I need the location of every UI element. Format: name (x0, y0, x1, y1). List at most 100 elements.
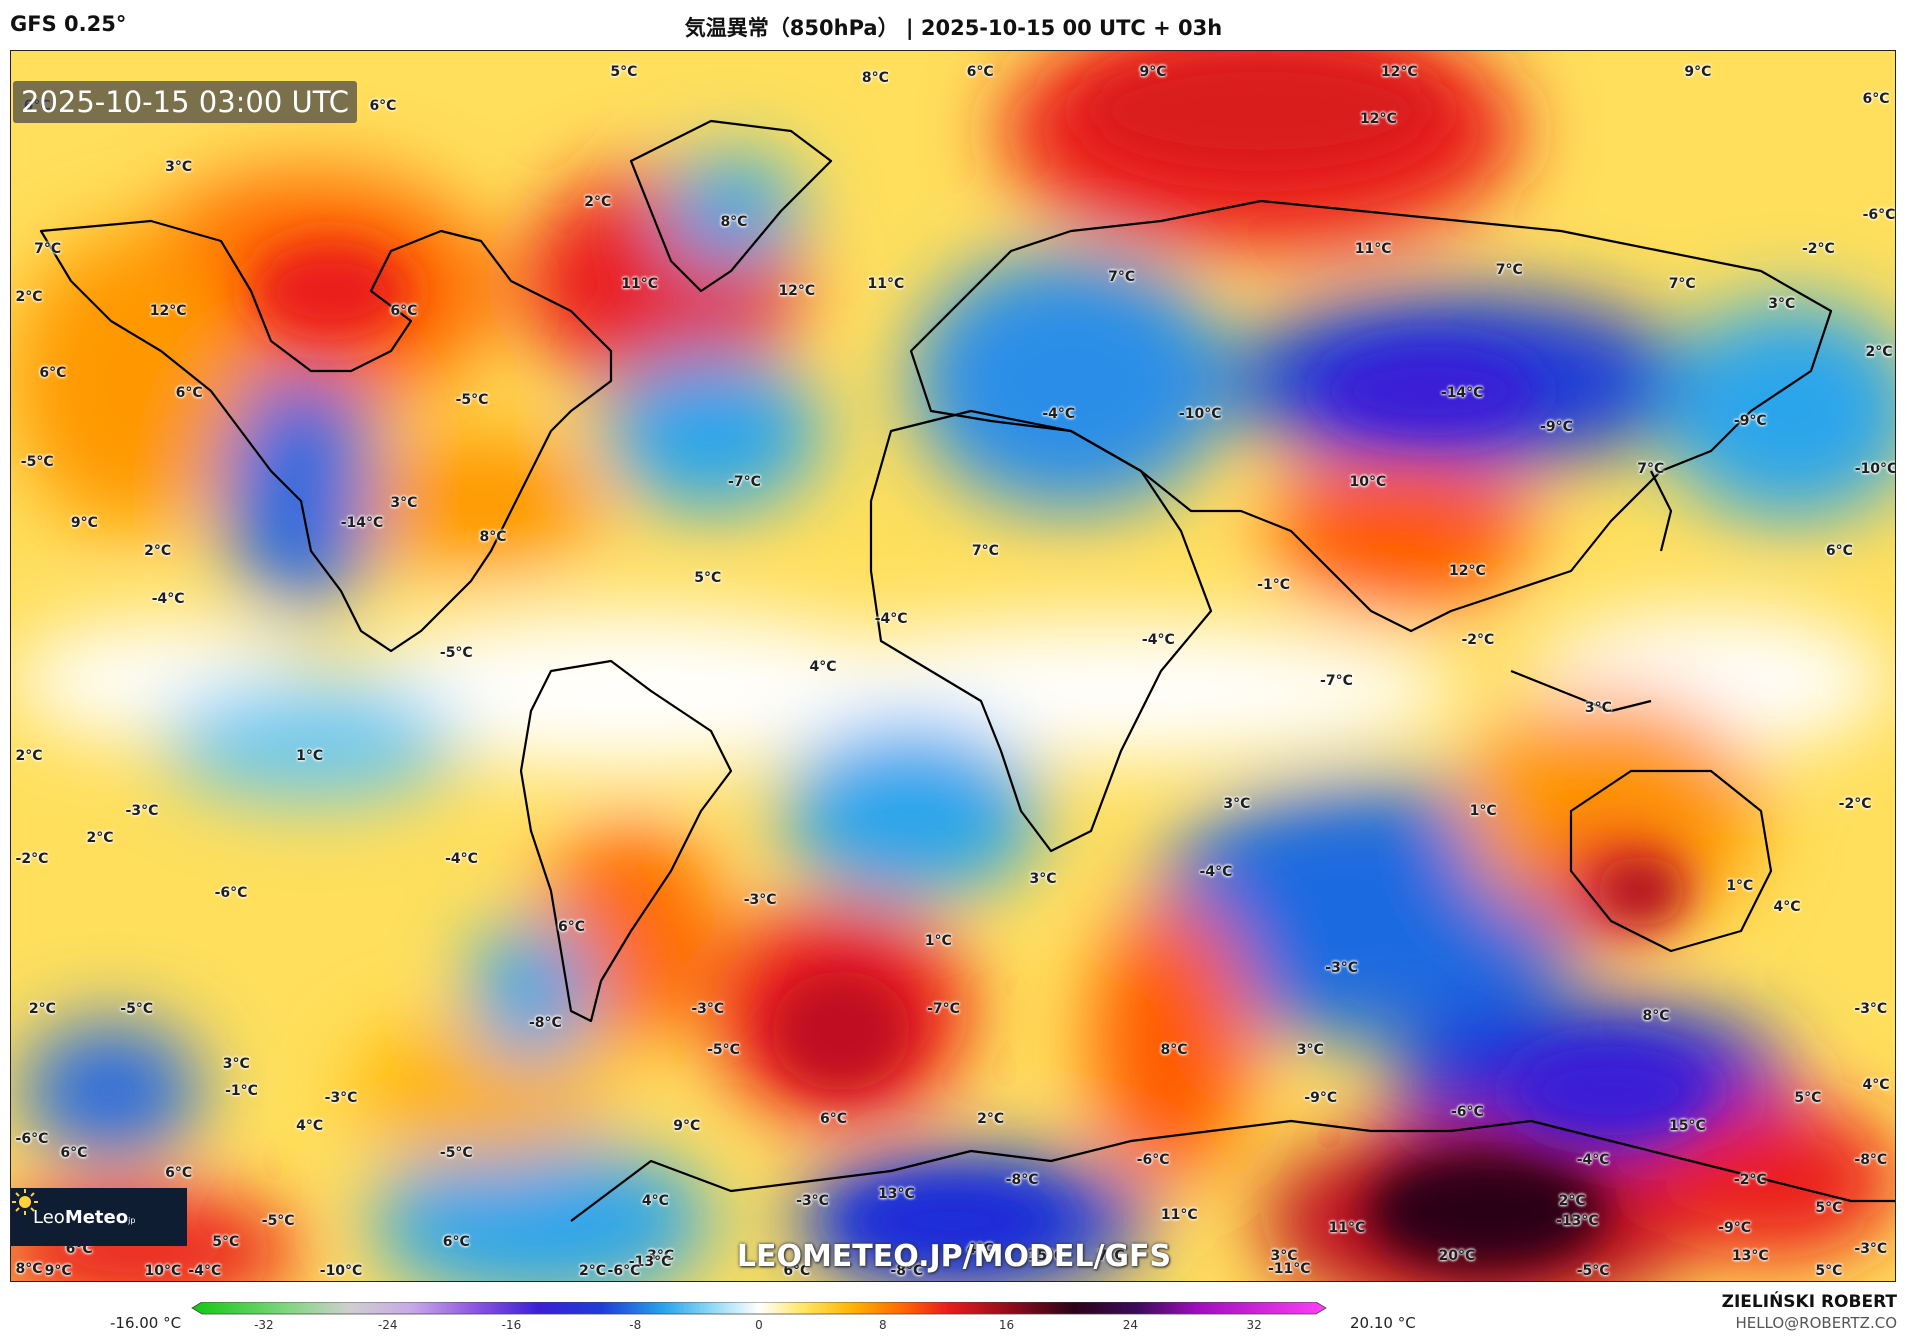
temp-label: 2°C (15, 289, 43, 306)
temp-label: 9°C (1684, 63, 1712, 80)
temp-label: -6°C (1450, 1103, 1484, 1120)
temp-label: 8°C (1160, 1042, 1188, 1059)
temp-label: 5°C (1794, 1090, 1822, 1107)
temp-label: 7°C (34, 241, 62, 258)
temp-label: -5°C (707, 1042, 740, 1059)
temp-label: 6°C (1862, 90, 1890, 107)
logo-wordmark: LeoMeteojp (33, 1206, 136, 1228)
temp-label: -9°C (1733, 412, 1767, 429)
temp-label: 4°C (641, 1192, 669, 1209)
temp-label: 6°C (369, 97, 397, 114)
temp-label: -6°C (1136, 1151, 1170, 1168)
coast-antarctica (570, 1119, 1895, 1222)
temp-label: 7°C (971, 542, 999, 559)
url-watermark: LEOMETEO.JP/MODEL/GFS (736, 1239, 1172, 1274)
colorbar-tick: 8 (879, 1318, 887, 1332)
temp-label: 13°C (877, 1186, 915, 1203)
temp-label: -3°C (1854, 1240, 1888, 1257)
temp-label: -4°C (188, 1263, 222, 1279)
temp-label: -9°C (1304, 1090, 1338, 1107)
temp-label: 10°C (1349, 474, 1387, 491)
temp-label: -5°C (439, 1144, 473, 1161)
temp-label: 2°C (584, 193, 612, 210)
temp-label: 3°C (1270, 1247, 1298, 1264)
temp-label: 7°C (1097, 1247, 1125, 1264)
temp-label: 6°C (783, 1263, 811, 1279)
colorbar-tick: -16 (502, 1318, 522, 1332)
sun-icon (12, 1189, 38, 1215)
temp-label: -13°C (1556, 1213, 1599, 1230)
temp-label: -3°C (125, 802, 159, 819)
timestamp-badge: 2025-10-15 03:00 UTC (13, 81, 358, 123)
temp-label: 20°C (1438, 1247, 1476, 1264)
temp-label: -2°C (1461, 631, 1495, 648)
temp-label: -4°C (1199, 864, 1233, 881)
coastlines (39, 119, 1895, 1222)
temp-label: -6°C (1862, 207, 1896, 224)
colorbar-tick: 0 (755, 1318, 763, 1332)
temp-label: 2°C (144, 542, 172, 559)
temp-label: 3°C (647, 1247, 675, 1264)
temp-label: -3°C (1854, 1001, 1888, 1018)
temp-label: 6°C (442, 1233, 470, 1250)
temp-label: -2°C (1838, 795, 1872, 812)
leometeo-logo[interactable]: LeoMeteojp (11, 1188, 187, 1246)
temp-label: 12°C (1359, 111, 1397, 128)
temp-label: 3°C (165, 159, 193, 176)
temp-label: -3°C (691, 1001, 725, 1018)
map-title: 気温異常（850hPa） | 2025-10-15 00 UTC + 03h (684, 16, 1223, 40)
temp-label: 5°C (610, 63, 638, 80)
temp-label: 11°C (1354, 241, 1392, 258)
anomaly-map (11, 51, 1895, 1281)
author-email: HELLO@ROBERTZ.CO (1735, 1314, 1897, 1332)
temp-label: -2°C (1733, 1172, 1767, 1189)
temp-label: -10°C (1854, 460, 1896, 477)
temp-label: -9°C (1540, 419, 1573, 436)
temp-label: -4°C (874, 611, 908, 628)
temp-label: -8°C (1005, 1172, 1039, 1189)
temp-label: 4°C (809, 659, 837, 675)
anomaly-field-broad (11, 51, 1895, 1281)
temp-label: -6°C (15, 1131, 49, 1148)
coast-australia (1569, 769, 1773, 953)
coast-greenland (629, 119, 833, 293)
colorbar-tick: 32 (1246, 1318, 1261, 1332)
temp-label: 2°C (86, 830, 114, 847)
anomaly-field-cores (251, 51, 1711, 1271)
temp-label: 6°C (60, 1144, 88, 1161)
temp-label: 3°C (1223, 795, 1251, 812)
colorbar-tick: 24 (1123, 1318, 1138, 1332)
scale-min-label: -16.00 °C (110, 1314, 182, 1332)
temp-label: 12°C (1380, 63, 1418, 80)
temp-label: 7°C (1668, 275, 1696, 292)
temp-label: -2°C (1801, 241, 1835, 258)
temp-label: 7°C (1495, 262, 1523, 279)
temp-label: -11°C (1267, 1261, 1311, 1278)
temp-label: 7°C (1108, 268, 1136, 285)
temp-label: -7°C (1320, 672, 1353, 689)
temp-label: 13°C (1731, 1247, 1769, 1264)
temp-label: 11°C (867, 275, 905, 292)
temp-label: 5°C (1815, 1263, 1843, 1279)
temp-label: 2°C (977, 1110, 1005, 1127)
temp-label: 1°C (1726, 878, 1754, 895)
temp-label: 1°C (924, 932, 952, 949)
temp-label: 3°C (1296, 1042, 1324, 1059)
temp-label: -9°C (1718, 1220, 1752, 1237)
temp-label: 12°C (778, 282, 816, 299)
temp-label: 5°C (1815, 1199, 1843, 1216)
colorbar-tick: 16 (999, 1318, 1014, 1332)
temp-label: -5°C (261, 1213, 295, 1230)
temp-label: 10°C (144, 1263, 182, 1279)
temp-label: -7°C (927, 1001, 960, 1018)
temp-label: -6°C (214, 884, 248, 901)
temp-label: 6°C (390, 303, 418, 320)
temp-label: -1°C (225, 1083, 258, 1100)
map-frame[interactable]: 5°C 8°C 6°C 9°C 12°C 9°C 6°C 6°C 3°C 6°C 2°C 8°C 12°… (10, 50, 1896, 1282)
temp-label: 3°C (390, 494, 418, 511)
temp-label: -6°C (607, 1263, 641, 1279)
temp-label: 11°C (1328, 1220, 1366, 1237)
model-label: GFS 0.25° (10, 12, 127, 36)
temp-label: -5°C (20, 453, 54, 470)
header: GFS 0.25° 気温異常（850hPa） | 2025-10-15 00 U… (0, 0, 1907, 50)
